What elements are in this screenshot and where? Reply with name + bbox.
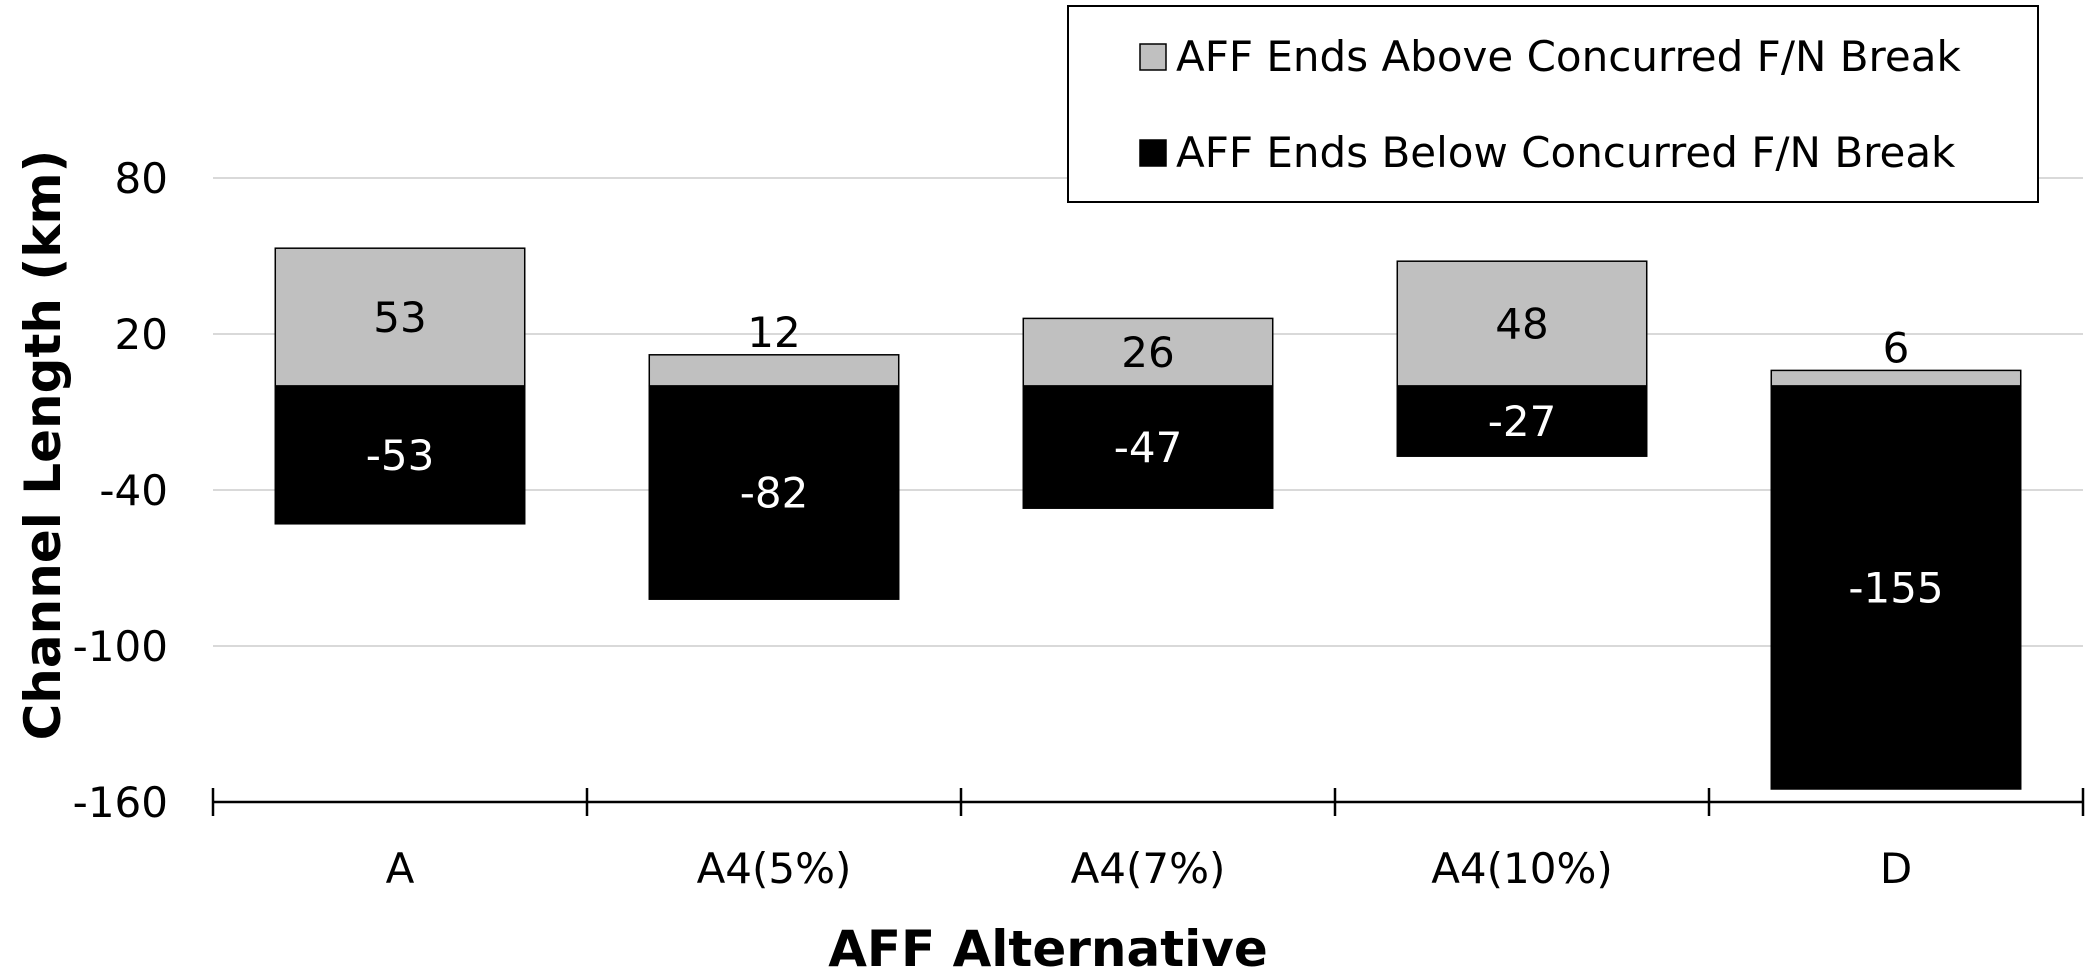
y-tick-label: -100	[73, 622, 168, 671]
data-label: -47	[1114, 423, 1183, 472]
data-label: 26	[1121, 328, 1174, 377]
x-tick-label: A4(7%)	[1071, 844, 1226, 893]
axes: 80 20 -40 -100 -160 A A4(5%) A4(7%) A4(10%) D	[73, 154, 2085, 893]
bar-below	[274, 385, 526, 525]
data-label: 12	[747, 308, 800, 357]
legend-swatch-below	[1139, 139, 1167, 167]
y-tick-label: -40	[99, 466, 168, 515]
data-label: 6	[1883, 323, 1910, 372]
bar-below	[648, 385, 900, 600]
data-label: 48	[1495, 300, 1548, 349]
x-axis-title: AFF Alternative	[828, 920, 1268, 974]
data-label: -155	[1848, 564, 1943, 613]
legend-swatch-above	[1139, 43, 1167, 71]
bar-below	[1770, 385, 2022, 790]
legend-label-below: AFF Ends Below Concurred F/N Break	[1176, 128, 1956, 177]
bar-above	[1022, 317, 1274, 387]
y-tick-label: 80	[115, 154, 168, 203]
x-tick-label: A	[386, 844, 415, 893]
bar-above	[648, 354, 900, 387]
x-tick-label: A4(5%)	[697, 844, 852, 893]
y-tick-label: 20	[115, 310, 168, 359]
legend-label-above: AFF Ends Above Concurred F/N Break	[1176, 32, 1961, 81]
data-labels: 53 12 26 48 6 -53 -82 -47 -27 -155	[366, 293, 1944, 612]
x-tick-label: D	[1880, 844, 1912, 893]
bar-below	[1022, 385, 1274, 509]
y-tick-label: -160	[73, 778, 168, 827]
legend-box	[1067, 5, 2039, 203]
data-label: -27	[1488, 397, 1557, 446]
bar-above	[1770, 369, 2022, 387]
bar-above	[274, 247, 526, 387]
x-tick-label: A4(10%)	[1431, 844, 1613, 893]
legend: AFF Ends Above Concurred F/N Break AFF E…	[1067, 5, 2039, 203]
data-label: -82	[740, 469, 809, 518]
data-label: 53	[373, 293, 426, 342]
data-label: -53	[366, 431, 435, 480]
bar-below	[1396, 385, 1648, 457]
bar-above	[1396, 260, 1648, 387]
y-axis-title: Channel Length (km)	[14, 150, 72, 741]
bars	[274, 247, 2022, 790]
